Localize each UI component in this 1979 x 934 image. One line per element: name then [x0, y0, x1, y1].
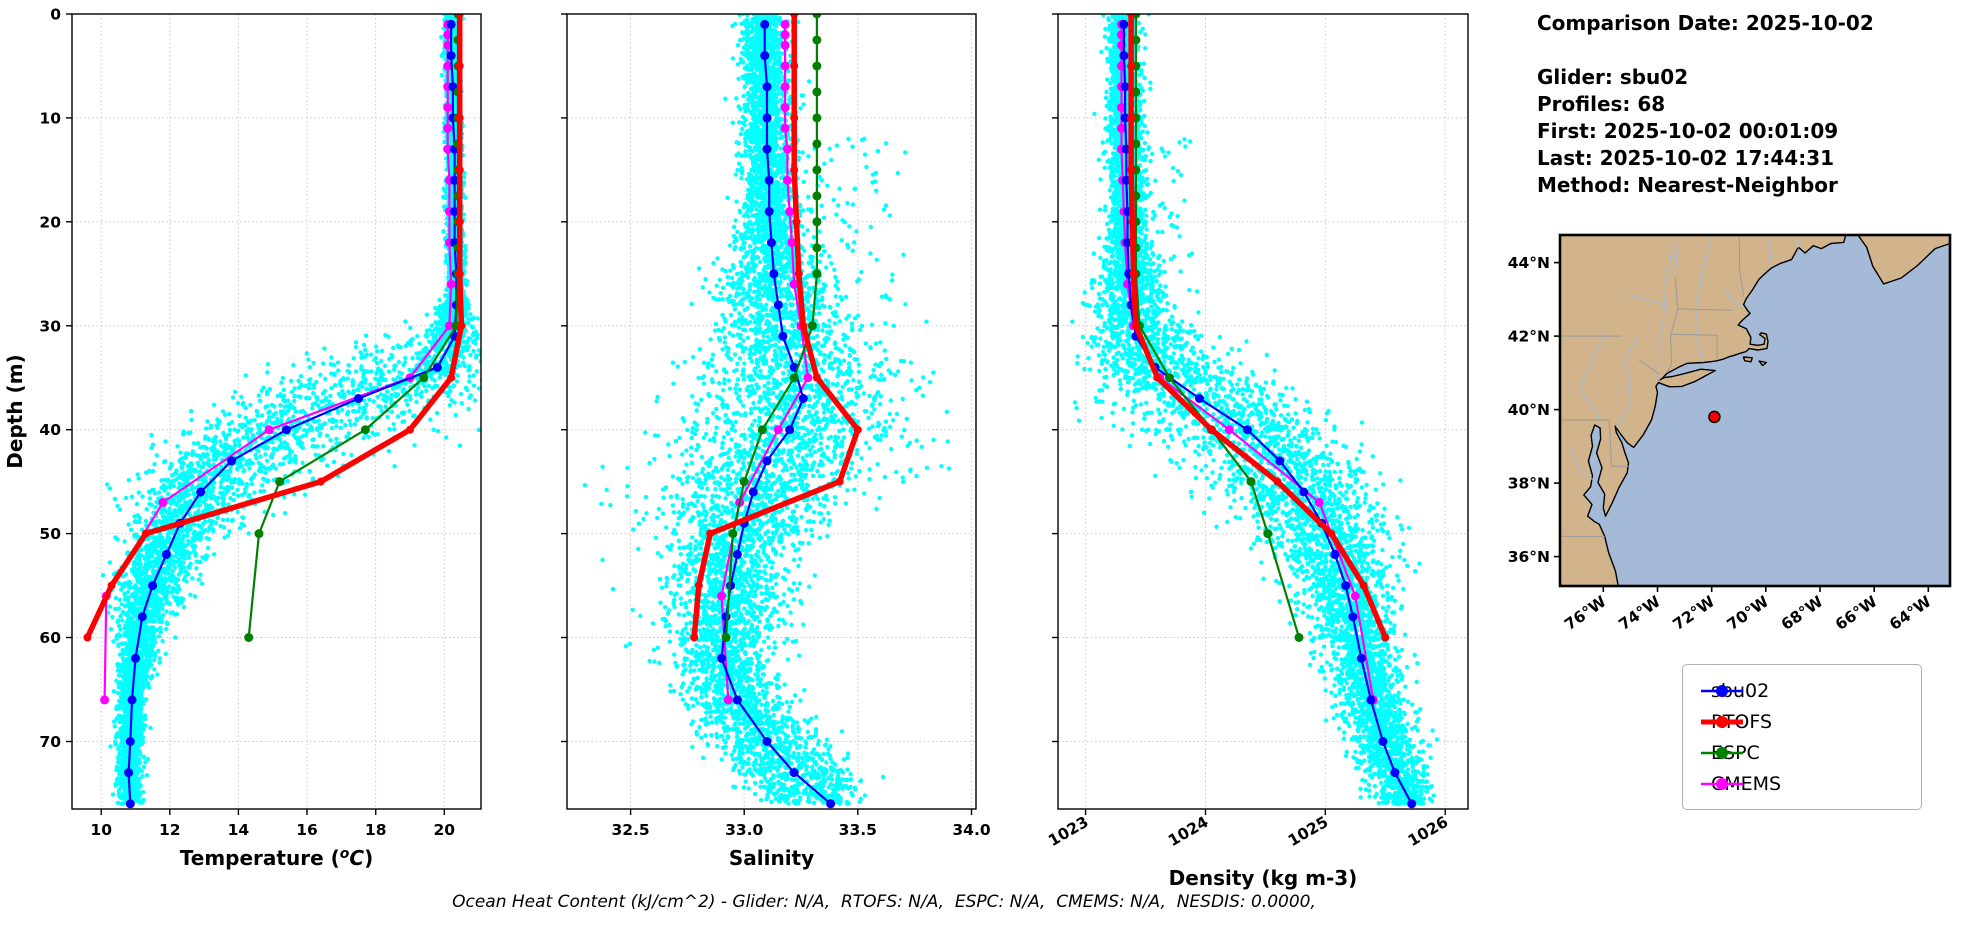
- series-sbu02: [1119, 19, 1417, 809]
- info-line: Last: 2025-10-02 17:44:31: [1537, 146, 1835, 170]
- info-line: Comparison Date: 2025-10-02: [1537, 11, 1874, 35]
- tick-marks: [66, 13, 445, 815]
- map-frame: [1558, 233, 1952, 588]
- series-RTOFS: [690, 14, 862, 642]
- legend-item: ESPC: [1699, 737, 1921, 768]
- series-ESPC: [721, 14, 822, 642]
- tick-labels: 1023 1024 1025 1026: [1045, 813, 1451, 850]
- info-line: Profiles: 68: [1537, 92, 1666, 116]
- grid: [567, 13, 976, 809]
- info-line: First: 2025-10-02 00:01:09: [1537, 119, 1839, 143]
- tick-marks: [561, 13, 973, 815]
- series-RTOFS: [1127, 14, 1390, 642]
- series-RTOFS: [83, 14, 466, 642]
- map-tick-marks: [1554, 261, 1930, 592]
- series-sbu02: [717, 19, 836, 809]
- legend-line-marker: [1701, 746, 1743, 759]
- land: [1560, 235, 1950, 586]
- glider-scatter: [1070, 14, 1440, 807]
- info-line: Method: Nearest-Neighbor: [1537, 173, 1838, 197]
- info-line: Glider: sbu02: [1537, 65, 1689, 89]
- legend-line-marker: [1701, 715, 1743, 728]
- info-block: Comparison Date: 2025-10-02 Glider: sbu0…: [1537, 10, 1874, 199]
- legend-label: CMEMS: [1711, 772, 1782, 795]
- density-plot: 1023 1024 1025 1026 Density (kg m-3): [1045, 13, 1469, 890]
- xlabel: Salinity: [729, 846, 814, 870]
- legend-line-marker: [1701, 777, 1743, 790]
- xlabel: Density (kg m-3): [1169, 866, 1358, 890]
- tick-labels: 32.5 33.0 33.5 34.0: [611, 821, 990, 839]
- tick-marks: [1052, 13, 1446, 815]
- salinity-plot: 32.5 33.0 33.5 34.0 Salinity: [561, 13, 991, 870]
- legend: sbu02 RTOFS ESPC CMEMS: [1682, 664, 1922, 810]
- axes-frame: [1057, 13, 1469, 810]
- legend-item: sbu02: [1699, 675, 1921, 706]
- xlabel: Temperature (oC): [180, 846, 373, 870]
- legend-item: CMEMS: [1699, 768, 1921, 799]
- legend-item: RTOFS: [1699, 706, 1921, 737]
- state-borders: [1560, 235, 1745, 537]
- legend-line-marker: [1701, 684, 1743, 697]
- info-line: [1537, 37, 1874, 64]
- location-map: 76°W 74°W 72°W 70°W 68°W 66°W 64°W36°N38°N40°N…: [1508, 233, 1952, 634]
- series-sbu02: [124, 19, 461, 809]
- glider-location-marker: [1708, 410, 1721, 424]
- ylabel: Depth (m): [3, 354, 27, 468]
- rivers: [1568, 235, 1801, 480]
- axes-frame: [71, 13, 482, 810]
- axes-frame: [566, 13, 977, 810]
- ocean-heat-content-footnote: Ocean Heat Content (kJ/cm^2) - Glider: N…: [452, 892, 1316, 912]
